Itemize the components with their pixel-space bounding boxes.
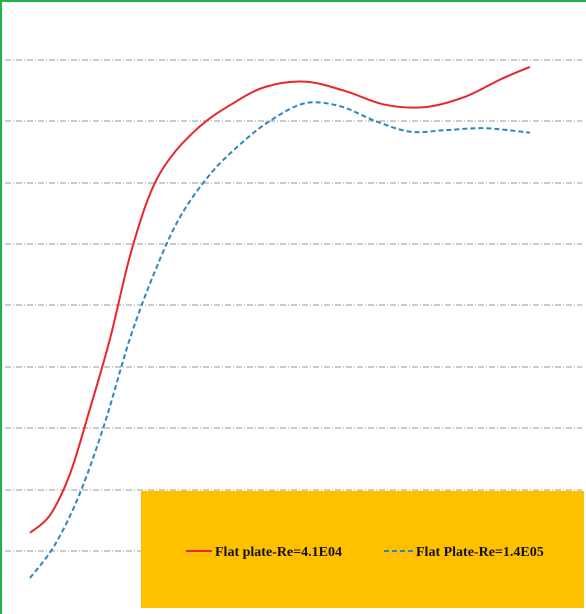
legend-entries: Flat plate-Re=4.1E04 Flat Plate-Re=1.4E0… — [186, 545, 544, 560]
legend-label-series-1: Flat plate-Re=4.1E04 — [215, 545, 342, 560]
legend-label-series-2: Flat Plate-Re=1.4E05 — [416, 545, 544, 560]
series-line-1 — [29, 65, 531, 534]
series-lines — [29, 65, 531, 579]
legend — [141, 491, 584, 608]
legend-background — [141, 491, 584, 608]
series-line-2 — [29, 101, 531, 579]
